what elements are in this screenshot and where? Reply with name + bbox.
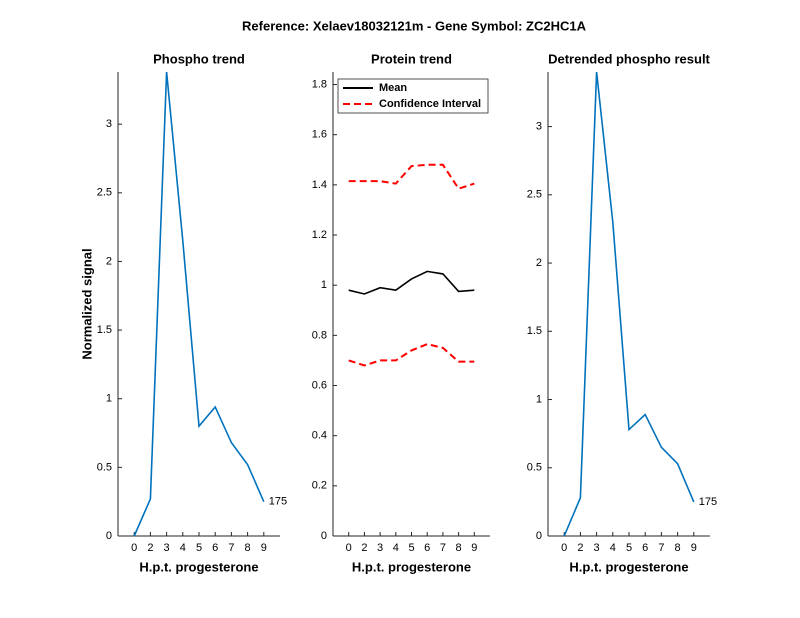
y-tick-label: 1.5 (97, 324, 112, 336)
axes-title: Detrended phospho result (548, 51, 710, 66)
x-tick-label: 0 (561, 542, 567, 554)
x-tick-label: 2 (147, 542, 153, 554)
x-tick-label: 6 (212, 542, 218, 554)
x-tick-label: 5 (408, 542, 414, 554)
axes-title: Phospho trend (153, 51, 245, 66)
x-tick-label: 9 (471, 542, 477, 554)
y-tick-label: 0 (536, 530, 542, 542)
y-tick-label: 0.8 (312, 329, 327, 341)
x-tick-label: 7 (658, 542, 664, 554)
x-tick-label: 6 (642, 542, 648, 554)
x-tick-label: 7 (440, 542, 446, 554)
x-tick-label: 5 (196, 542, 202, 554)
x-tick-label: 3 (377, 542, 383, 554)
y-tick-label: 2 (536, 257, 542, 269)
y-tick-label: 1 (321, 279, 327, 291)
x-tick-label: 9 (691, 542, 697, 554)
y-tick-label: 0.5 (97, 461, 112, 473)
figure-title: Reference: Xelaev18032121m - Gene Symbol… (242, 18, 587, 33)
y-axis-label: Normalized signal (79, 248, 94, 359)
x-tick-label: 8 (245, 542, 251, 554)
y-tick-label: 1.5 (527, 325, 542, 337)
x-tick-label: 8 (675, 542, 681, 554)
x-tick-label: 8 (456, 542, 462, 554)
y-tick-label: 1.4 (312, 179, 327, 191)
y-tick-label: 1.2 (312, 229, 327, 241)
y-tick-label: 1.8 (312, 78, 327, 90)
x-tick-label: 9 (261, 542, 267, 554)
y-tick-label: 2.5 (527, 189, 542, 201)
y-tick-label: 1 (106, 393, 112, 405)
x-tick-label: 3 (164, 542, 170, 554)
series-line (563, 71, 695, 537)
x-tick-label: 3 (594, 542, 600, 554)
x-tick-label: 0 (131, 542, 137, 554)
x-tick-label: 0 (346, 542, 352, 554)
y-tick-label: 0.2 (312, 480, 327, 492)
annotation: 175 (699, 496, 717, 508)
y-tick-label: 1 (536, 393, 542, 405)
legend-label: Mean (379, 82, 407, 94)
x-tick-label: 4 (180, 542, 186, 554)
y-tick-label: 0 (321, 530, 327, 542)
x-tick-label: 5 (626, 542, 632, 554)
x-axis-label: H.p.t. progesterone (352, 559, 471, 574)
y-tick-label: 0.5 (527, 462, 542, 474)
y-tick-label: 1.6 (312, 129, 327, 141)
y-tick-label: 3 (536, 120, 542, 132)
legend-box (337, 78, 489, 114)
legend-label: Confidence Interval (379, 98, 481, 110)
x-tick-label: 7 (228, 542, 234, 554)
y-tick-label: 0.4 (312, 430, 327, 442)
series-line (133, 71, 265, 537)
x-axis-label: H.p.t. progesterone (139, 559, 258, 574)
axes-title: Protein trend (371, 51, 452, 66)
y-tick-label: 0 (106, 530, 112, 542)
series-line (348, 270, 475, 295)
x-tick-label: 4 (393, 542, 399, 554)
x-tick-label: 6 (424, 542, 430, 554)
y-tick-label: 2.5 (97, 187, 112, 199)
y-tick-label: 0.6 (312, 379, 327, 391)
series-line (348, 343, 475, 367)
y-tick-label: 3 (106, 118, 112, 130)
annotation: 175 (269, 496, 287, 508)
x-tick-label: 2 (361, 542, 367, 554)
x-tick-label: 4 (610, 542, 616, 554)
y-tick-label: 2 (106, 255, 112, 267)
series-line (348, 163, 475, 190)
x-axis-label: H.p.t. progesterone (569, 559, 688, 574)
x-tick-label: 2 (577, 542, 583, 554)
